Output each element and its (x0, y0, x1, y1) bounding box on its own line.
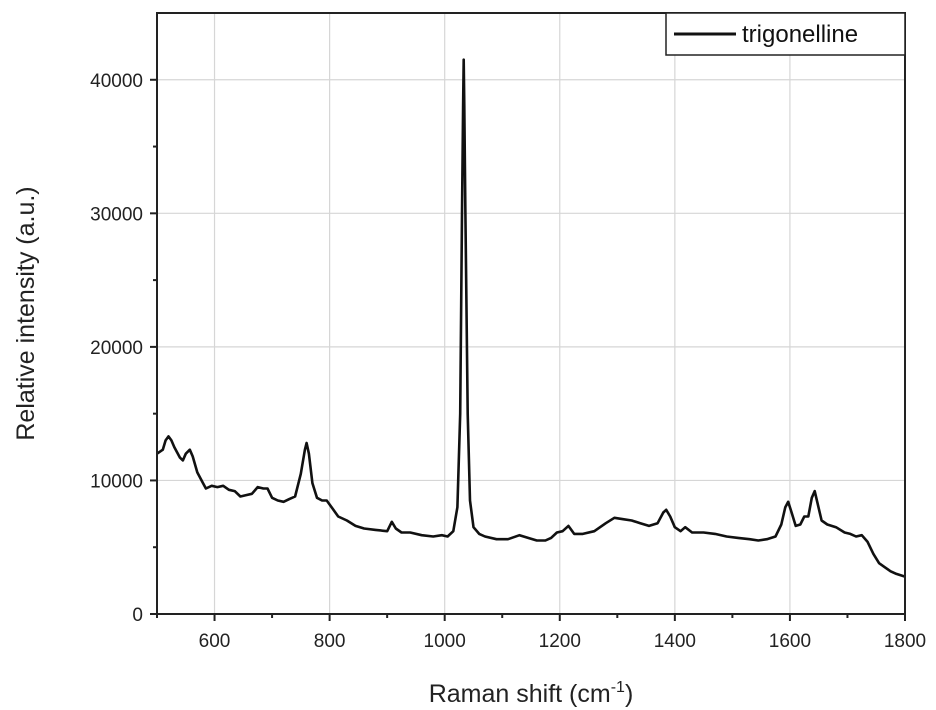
x-tick-label: 1400 (654, 631, 696, 652)
plot-frame (156, 12, 906, 615)
y-axis-ticks: 0 10000 20000 30000 40000 (90, 71, 157, 626)
legend-label: trigonelline (742, 21, 858, 48)
x-tick-label: 800 (314, 631, 346, 652)
series-line-trigonelline (156, 58, 906, 578)
y-tick-label: 20000 (90, 338, 143, 359)
y-tick-label: 0 (132, 605, 143, 626)
x-axis-ticks: 600 800 1000 1200 1400 1600 1800 (156, 614, 926, 652)
x-axis-title-main: Raman shift (cm (429, 680, 611, 708)
x-axis-title: Raman shift (cm-1) (429, 679, 634, 708)
x-tick-label: 1800 (884, 631, 926, 652)
x-tick-label: 1600 (769, 631, 811, 652)
y-axis-title: Relative intensity (a.u.) (12, 186, 40, 440)
x-tick-label: 1000 (424, 631, 466, 652)
y-tick-label: 10000 (90, 471, 143, 492)
x-tick-label: 1200 (539, 631, 581, 652)
x-tick-label: 600 (199, 631, 231, 652)
series-lines (156, 58, 906, 578)
y-tick-label: 40000 (90, 71, 143, 92)
y-tick-label: 30000 (90, 204, 143, 225)
legend: trigonelline (665, 12, 906, 56)
x-axis-title-superscript: -1 (611, 679, 625, 696)
x-axis-title-close: ) (625, 680, 633, 708)
